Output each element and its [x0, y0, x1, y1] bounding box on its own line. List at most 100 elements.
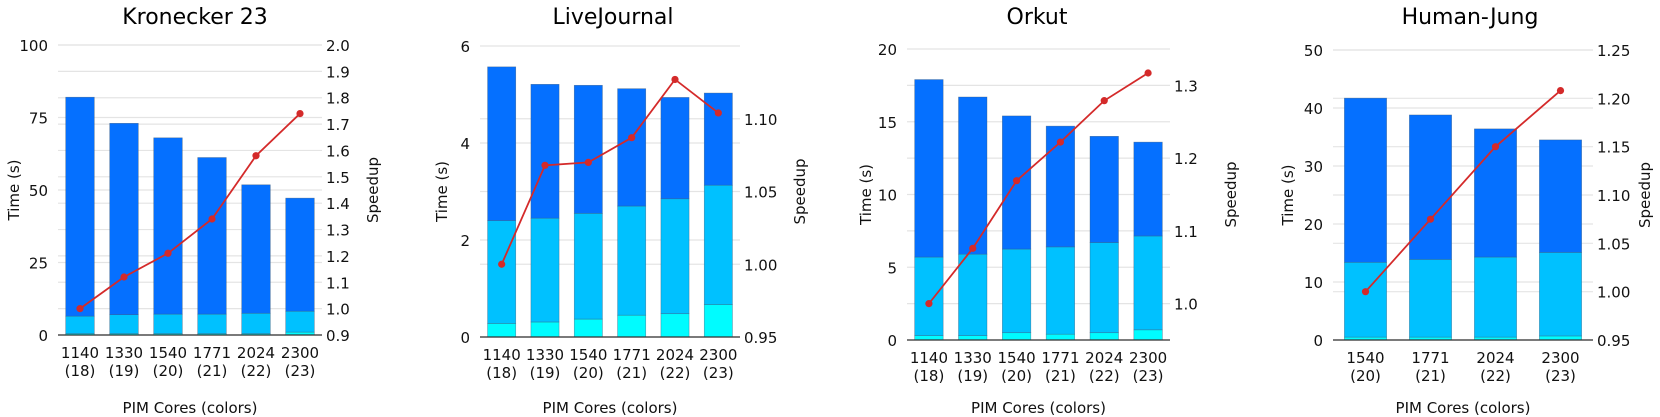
bar-segment-top [1344, 97, 1387, 263]
bar-segment-middle [285, 310, 315, 333]
x-tick-sublabel: (21) [1415, 367, 1446, 385]
speedup-point [1491, 143, 1500, 151]
bar-segment-top [617, 88, 647, 207]
bar-segment-middle [914, 256, 944, 336]
bar-segment-middle [573, 213, 603, 320]
y-tick-label: 75 [29, 110, 48, 128]
x-tick-label: 1540 [149, 344, 187, 362]
x-tick-sublabel: (23) [703, 364, 734, 382]
y-tick-label: 40 [1304, 100, 1323, 118]
y2-tick-label: 1.15 [1597, 139, 1630, 157]
speedup-point [120, 273, 128, 281]
x-axis-label: PIM Cores (colors) [543, 399, 678, 417]
bar-segment-middle [530, 217, 560, 323]
bar-segment-middle [660, 198, 690, 315]
bar-segment-middle [1133, 235, 1163, 331]
y2-tick-label: 1.7 [326, 116, 350, 134]
x-tick-sublabel: (22) [1089, 367, 1120, 385]
y2-tick-label: 1.6 [326, 142, 350, 160]
y2-axis-label: Speedup [364, 157, 382, 223]
x-tick-label: 2300 [699, 346, 737, 364]
y2-tick-label: 0.95 [744, 329, 777, 347]
x-tick-label: 1771 [193, 344, 231, 362]
y2-axis-label: Speedup [1222, 161, 1240, 227]
y-tick-label: 0 [887, 332, 897, 350]
speedup-line [1364, 89, 1562, 293]
x-tick-sublabel: (18) [914, 367, 945, 385]
bar-segment-top [285, 197, 315, 312]
x-axis-label: PIM Cores (colors) [971, 399, 1106, 417]
bar-segment-top [109, 123, 139, 315]
bar-segment-bottom [530, 321, 560, 338]
chart-0: Kronecker 23 0 25 50 75 100 0.9 1.0 1.1 1.2 1.3 1.4… [5, 5, 382, 417]
y2-tick-label: 1.2 [1174, 150, 1198, 168]
chart-title: Kronecker 23 [122, 5, 268, 30]
speedup-point [714, 109, 722, 117]
bar-segment-middle [1409, 259, 1452, 338]
bar-segment-bottom [914, 335, 944, 341]
y-tick-label: 4 [460, 135, 470, 153]
speedup-point [164, 249, 172, 257]
x-tick-sublabel: (19) [957, 367, 988, 385]
x-tick-sublabel: (20) [153, 362, 184, 380]
speedup-point [671, 75, 679, 84]
y2-tick-label: 1.2 [326, 248, 350, 266]
y-tick-label: 15 [878, 114, 897, 132]
bar-segment-middle [958, 253, 988, 336]
x-tick-label: 2300 [281, 344, 319, 362]
x-tick-sublabel: (21) [616, 364, 647, 382]
x-tick-label: 1140 [483, 346, 521, 364]
x-tick-sublabel: (22) [1480, 367, 1511, 385]
y2-tick-label: 1.00 [1597, 284, 1630, 302]
y2-tick-label: 0.9 [326, 327, 350, 345]
x-tick-sublabel: (19) [530, 364, 561, 382]
bar-segment-middle [65, 315, 95, 334]
y-tick-label: 6 [460, 38, 470, 56]
bar-segment-top [197, 157, 227, 315]
speedup-point [498, 260, 506, 268]
x-tick-sublabel: (20) [573, 364, 604, 382]
x-tick-label: 1330 [105, 344, 143, 362]
x-tick-sublabel: (21) [1045, 367, 1076, 385]
x-tick-sublabel: (23) [1545, 367, 1576, 385]
bar-segment-top [573, 84, 603, 214]
y2-tick-label: 1.1 [1174, 223, 1198, 241]
speedup-line [928, 72, 1149, 305]
x-tick-label: 1540 [569, 346, 607, 364]
speedup-point [925, 300, 933, 308]
bar-segment-top [958, 96, 988, 255]
y-tick-label: 0 [460, 329, 470, 347]
x-tick-sublabel: (22) [660, 364, 691, 382]
x-tick-label: 1771 [1411, 349, 1449, 367]
speedup-point [1556, 87, 1565, 95]
x-tick-sublabel: (18) [486, 364, 517, 382]
y-tick-label: 5 [887, 259, 897, 277]
y2-tick-label: 1.0 [1174, 296, 1198, 314]
y-tick-label: 50 [1304, 42, 1323, 60]
x-tick-label: 2024 [237, 344, 275, 362]
bar-segment-middle [109, 314, 139, 334]
x-tick-label: 1330 [954, 349, 992, 367]
speedup-point [1100, 97, 1108, 105]
speedup-point [1056, 138, 1065, 146]
y2-tick-label: 1.10 [744, 111, 777, 129]
y-tick-label: 20 [878, 41, 897, 59]
x-tick-sublabel: (18) [65, 362, 96, 380]
bar-segment-middle [1344, 261, 1387, 338]
y2-tick-label: 1.05 [1597, 235, 1630, 253]
bar-segment-bottom [703, 304, 733, 338]
x-tick-sublabel: (20) [1350, 367, 1381, 385]
bar-segment-middle [703, 184, 733, 305]
bar-segment-bottom [1539, 335, 1582, 341]
y-axis-label: Time (s) [857, 164, 875, 226]
speedup-point [296, 109, 304, 118]
bar-segment-bottom [617, 314, 647, 338]
y-axis-label: Time (s) [5, 160, 23, 222]
bar-segment-bottom [1002, 332, 1032, 341]
chart-3: Human-Jung 0 10 20 30 40 50 0.95 1.00 1.05 1.10 1.1… [1279, 5, 1654, 417]
bar-segment-top [1133, 141, 1163, 237]
bar-segment-bottom [487, 323, 517, 338]
bar-segment-middle [1089, 242, 1119, 334]
speedup-point [1144, 69, 1152, 77]
